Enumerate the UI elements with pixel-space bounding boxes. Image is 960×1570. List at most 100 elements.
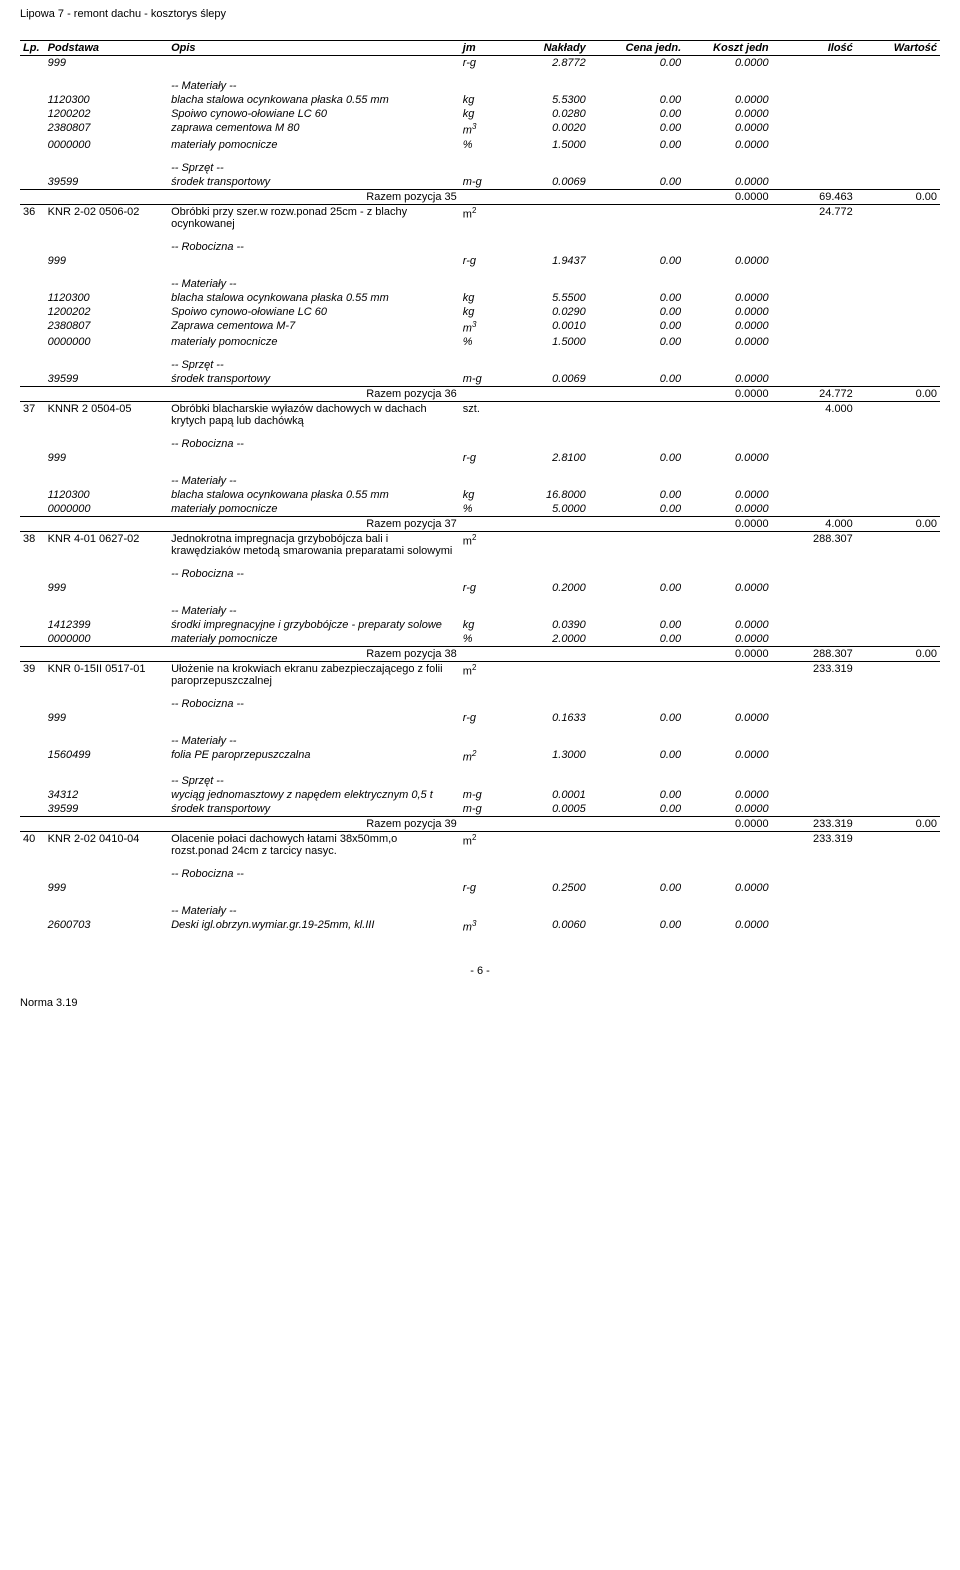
cell-naklady: 0.0069 [505,175,589,190]
table-row: Razem pozycja 370.00004.0000.00 [20,517,940,532]
cell-ilosc: 233.319 [772,662,856,689]
cell-opis [168,451,460,465]
cell-cena: 0.00 [589,138,684,152]
cell-cena: 0.00 [589,618,684,632]
cell-wartosc [856,632,940,647]
cell-podstawa: 39599 [45,175,168,190]
cell-podstawa: 1200202 [45,305,168,319]
cell-podstawa: 0000000 [45,335,168,349]
table-row: 1200202Spoiwo cynowo-ołowiane LC 60kg0.0… [20,305,940,319]
footer-page: - 6 - [20,965,940,977]
cell-wartosc [856,748,940,765]
cell-cena: 0.00 [589,748,684,765]
cell-lp [20,138,45,152]
cell-ilosc [772,107,856,121]
cell-cena: 0.00 [589,502,684,517]
section-label: -- Materiały -- [168,465,460,488]
cell-naklady: 0.0005 [505,802,589,817]
cell-cena: 0.00 [589,632,684,647]
cell-podstawa: 999 [45,56,168,71]
cell-opis: materiały pomocnicze [168,138,460,152]
cell-opis: zaprawa cementowa M 80 [168,121,460,138]
cell-naklady: 0.0290 [505,305,589,319]
cell-lp [20,802,45,817]
cell-ilosc [772,502,856,517]
section-label: -- Robocizna -- [168,688,460,711]
cell-koszt: 0.0000 [684,748,772,765]
table-row: 999r-g1.94370.000.0000 [20,254,940,268]
cell-wartosc [856,402,940,429]
cell-opis: środki impregnacyjne i grzybobójcze - pr… [168,618,460,632]
cell-ilosc: 4.000 [772,402,856,429]
cell-podstawa: 2600703 [45,918,168,935]
header-opis: Opis [168,41,460,56]
header-naklady: Nakłady [505,41,589,56]
cell-jm: r-g [460,881,505,895]
cell-ilosc: 288.307 [772,532,856,559]
cell-wartosc [856,291,940,305]
cell-koszt [684,662,772,689]
cell-wartosc [856,502,940,517]
cell-koszt: 0.0000 [684,632,772,647]
cell-lp: 38 [20,532,45,559]
section-label: -- Materiały -- [168,70,460,93]
cell-jm: kg [460,107,505,121]
cell-opis [168,56,460,71]
cell-opis: wyciąg jednomasztowy z napędem elektrycz… [168,788,460,802]
table-row: 1200202Spoiwo cynowo-ołowiane LC 60kg0.0… [20,107,940,121]
cell-naklady: 0.1633 [505,711,589,725]
section-label: -- Robocizna -- [168,428,460,451]
cell-ilosc [772,254,856,268]
cell-podstawa: 0000000 [45,502,168,517]
section-label: -- Sprzęt -- [168,765,460,788]
cell-opis: materiały pomocnicze [168,335,460,349]
cell-lp [20,56,45,71]
section-label: -- Materiały -- [168,725,460,748]
cell-podstawa: 1412399 [45,618,168,632]
cell-naklady: 1.9437 [505,254,589,268]
cell-podstawa: KNNR 2 0504-05 [45,402,168,429]
cell-koszt: 0.0000 [684,335,772,349]
table-row: 2600703Deski igl.obrzyn.wymiar.gr.19-25m… [20,918,940,935]
table-row: 39599środek transportowym-g0.00690.000.0… [20,175,940,190]
cell-podstawa: 0000000 [45,138,168,152]
table-row: -- Materiały -- [20,895,940,918]
table-row: 1120300blacha stalowa ocynkowana płaska … [20,488,940,502]
cell-wartosc [856,93,940,107]
cell-koszt [684,204,772,231]
cell-cena: 0.00 [589,291,684,305]
cell-wartosc [856,881,940,895]
table-row: 0000000materiały pomocnicze%1.50000.000.… [20,138,940,152]
cell-jm: kg [460,618,505,632]
cell-ilosc [772,711,856,725]
table-row: -- Robocizna -- [20,688,940,711]
table-row: -- Sprzęt -- [20,765,940,788]
table-row: Razem pozycja 380.0000288.3070.00 [20,647,940,662]
cell-podstawa: KNR 0-15II 0517-01 [45,662,168,689]
razem-label: Razem pozycja 35 [168,189,460,204]
cell-cena [589,532,684,559]
razem-koszt: 0.0000 [684,647,772,662]
cell-opis: Obróbki przy szer.w rozw.ponad 25cm - z … [168,204,460,231]
cell-cena: 0.00 [589,175,684,190]
cell-opis [168,711,460,725]
cell-naklady: 1.5000 [505,335,589,349]
cell-podstawa: KNR 4-01 0627-02 [45,532,168,559]
cell-wartosc [856,254,940,268]
razem-label: Razem pozycja 36 [168,387,460,402]
cell-ilosc [772,748,856,765]
cell-jm: m-g [460,175,505,190]
cell-koszt: 0.0000 [684,581,772,595]
cell-koszt: 0.0000 [684,918,772,935]
cell-lp [20,502,45,517]
cell-cena: 0.00 [589,488,684,502]
razem-label: Razem pozycja 38 [168,647,460,662]
cell-opis: środek transportowy [168,372,460,387]
cell-jm: % [460,335,505,349]
razem-koszt: 0.0000 [684,189,772,204]
cell-koszt: 0.0000 [684,881,772,895]
cell-jm: m-g [460,802,505,817]
cell-lp [20,372,45,387]
cell-lp [20,175,45,190]
cell-ilosc: 233.319 [772,831,856,858]
